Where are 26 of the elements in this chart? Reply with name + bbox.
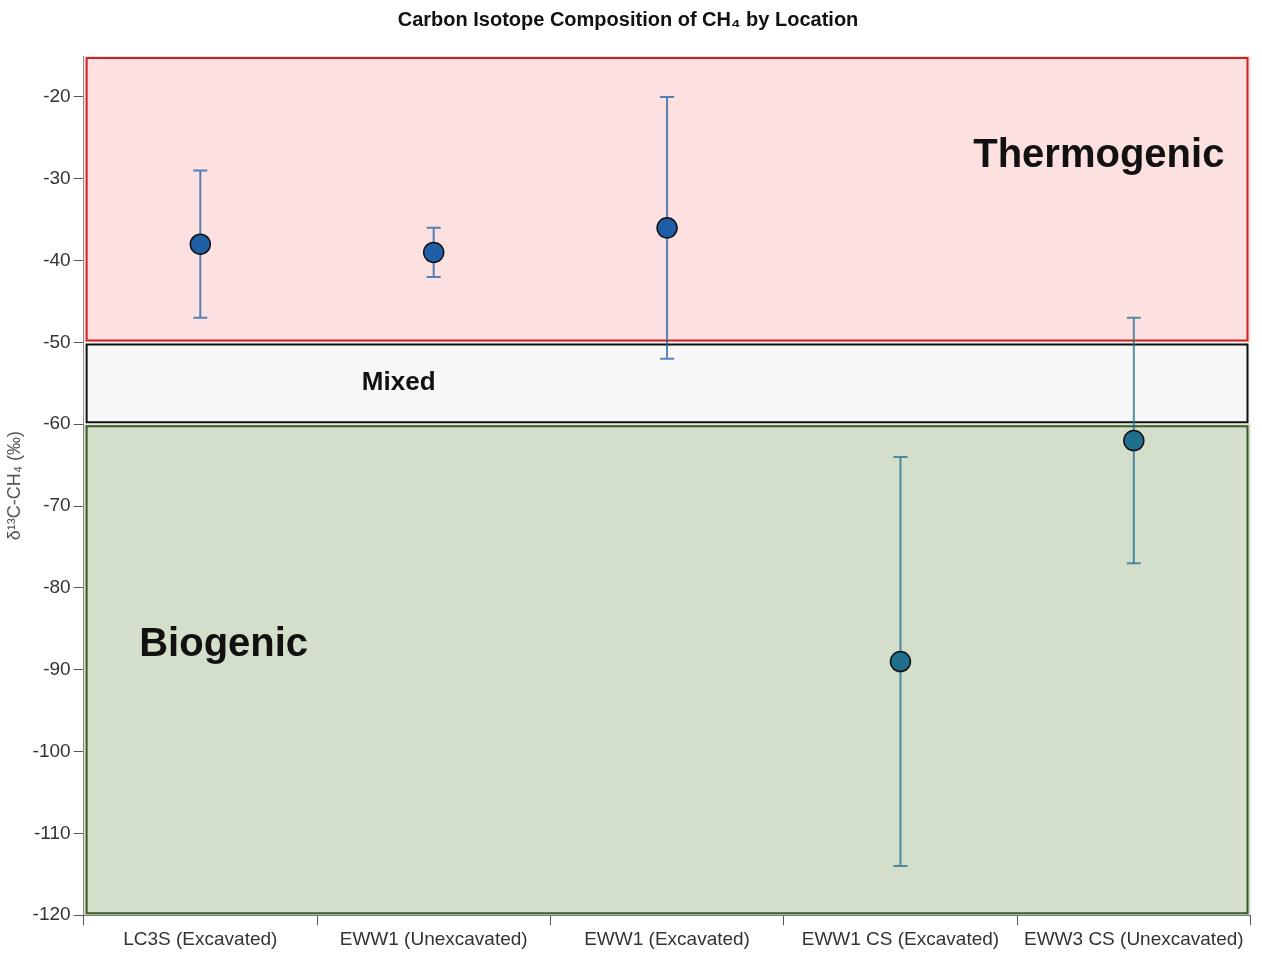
y-tick-label: -70 — [43, 494, 71, 516]
x-tick-label: EWW1 (Excavated) — [584, 927, 750, 949]
y-tick-label: -20 — [43, 85, 71, 107]
y-tick-label: -40 — [43, 248, 71, 270]
y-tick-label: -30 — [43, 166, 71, 188]
y-axis-title: δ¹³C-CH₄ (‰) — [3, 430, 24, 541]
point — [656, 217, 678, 239]
y-tick-label: -110 — [34, 821, 71, 843]
y-tick-label: -80 — [43, 576, 71, 598]
x-tick-label: EWW1 (Unexcavated) — [339, 927, 528, 949]
y-tick-label: -50 — [43, 330, 71, 352]
point — [422, 241, 445, 264]
point — [889, 650, 912, 673]
point — [1123, 429, 1145, 452]
x-tick-label: LC3S (Excavated) — [123, 927, 278, 949]
x-tick-label: EWW1 CS (Excavated) — [801, 927, 1000, 949]
chart-title: Carbon Isotope Composition of CH₄ by Location — [397, 7, 859, 30]
x-tick-label: EWW3 CS (Unexcavated) — [1024, 927, 1244, 949]
band-label: Biogenic — [139, 620, 309, 665]
y-tick-label: -60 — [43, 412, 71, 434]
y-tick-label: -90 — [43, 657, 71, 679]
y-tick-label: -100 — [32, 739, 71, 761]
band-label: Mixed — [361, 366, 436, 397]
point — [189, 233, 212, 255]
band-label: Thermogenic — [973, 131, 1225, 176]
y-tick-label: -120 — [32, 903, 71, 925]
